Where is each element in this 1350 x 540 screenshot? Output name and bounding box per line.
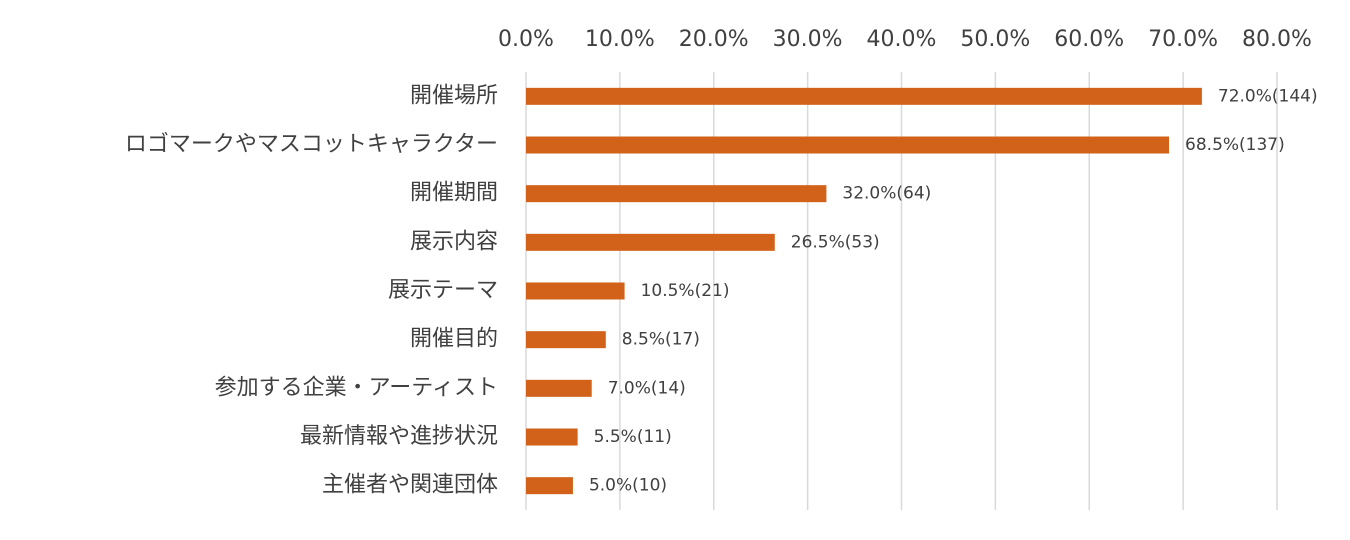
bar	[526, 331, 606, 349]
bar	[526, 379, 592, 397]
x-tick-label: 10.0%	[585, 27, 655, 52]
x-tick-label: 20.0%	[679, 27, 749, 52]
category-label: 主催者や関連団体	[322, 473, 498, 498]
x-tick-label: 70.0%	[1148, 27, 1218, 52]
value-label: 72.0%(144)	[1218, 86, 1318, 106]
value-label: 7.0%(14)	[608, 378, 686, 398]
value-label: 5.5%(11)	[594, 427, 672, 447]
category-label: 開催場所	[410, 83, 498, 108]
value-label: 10.5%(21)	[641, 281, 730, 301]
bar	[526, 428, 578, 446]
bar	[526, 136, 1170, 154]
category-label: 展示テーマ	[388, 278, 498, 303]
value-label: 32.0%(64)	[842, 184, 931, 204]
x-tick-label: 0.0%	[498, 27, 554, 52]
category-label: ロゴマークやマスコットキャラクター	[125, 132, 498, 157]
bar	[526, 185, 827, 203]
category-label: 開催期間	[410, 181, 498, 206]
x-tick-label: 50.0%	[960, 27, 1030, 52]
bar	[526, 233, 775, 251]
value-label: 5.0%(10)	[589, 476, 667, 496]
value-label: 68.5%(137)	[1185, 135, 1285, 155]
x-tick-label: 60.0%	[1054, 27, 1124, 52]
x-tick-label: 80.0%	[1242, 27, 1312, 52]
bar	[526, 282, 625, 300]
x-tick-label: 40.0%	[867, 27, 937, 52]
value-label: 8.5%(17)	[622, 330, 700, 350]
x-tick-label: 30.0%	[773, 27, 843, 52]
category-label: 展示内容	[410, 229, 498, 254]
category-label: 最新情報や進捗状況	[300, 424, 498, 449]
bar	[526, 87, 1202, 105]
category-label: 参加する企業・アーティスト	[215, 375, 498, 400]
category-label: 開催目的	[410, 327, 498, 352]
bar	[526, 477, 573, 495]
value-label: 26.5%(53)	[791, 232, 880, 252]
